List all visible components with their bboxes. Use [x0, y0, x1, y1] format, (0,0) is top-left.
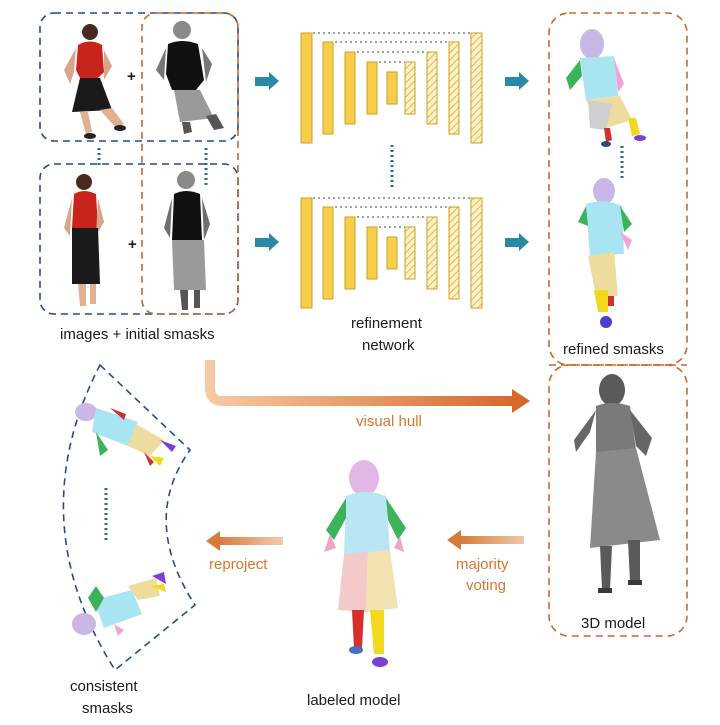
input-photo-1 [64, 24, 126, 139]
refined-box [548, 12, 688, 366]
reproject-arrow [206, 531, 283, 551]
arrow-network-to-refined-2 [505, 233, 529, 251]
decoder-layer [426, 216, 438, 290]
model-3d-box [548, 364, 688, 637]
input-smask-1 [156, 21, 224, 134]
decoder-layer [404, 61, 416, 115]
arrow-input-to-network-2 [255, 233, 279, 251]
encoder-layer [322, 41, 334, 135]
decoder-layer [404, 226, 416, 280]
encoder-layer [344, 51, 356, 125]
arrow-input-to-network-1 [255, 72, 279, 90]
visual-hull-label: visual hull [356, 413, 422, 430]
refinement-network-1 [300, 32, 483, 144]
majority-voting-arrow [447, 530, 524, 550]
refined-smask-2 [578, 178, 632, 328]
smasks-label: smasks [82, 700, 133, 717]
refinement-network-2 [300, 197, 483, 309]
consistent-smasks-box [62, 363, 197, 672]
labeled-3d-model [324, 460, 406, 667]
consistent-smask-2 [72, 572, 166, 636]
decoder-layer [448, 206, 460, 300]
plus-symbol-1: + [127, 68, 136, 85]
input-smask-2 [164, 171, 210, 310]
decoder-layer [470, 32, 483, 144]
refined-smask-1 [566, 29, 646, 147]
images-initial-label: images + initial smasks [60, 326, 215, 343]
encoder-layer [366, 226, 378, 280]
input-box-bottom [39, 163, 239, 315]
refined-smasks-label: refined smasks [563, 341, 664, 358]
majority-label: majority [456, 556, 509, 573]
voting-label: voting [466, 577, 506, 594]
labeled-model-label: labeled model [307, 692, 400, 709]
model-3d-label: 3D model [581, 615, 645, 632]
network-label: network [362, 337, 415, 354]
encoder-layer [366, 61, 378, 115]
consistent-smask-1 [75, 403, 176, 466]
decoder-layer [470, 197, 483, 309]
decoder-layer [448, 41, 460, 135]
plus-symbol-2: + [128, 236, 137, 253]
bottleneck-layer [386, 236, 398, 270]
voxel-3d-model [574, 374, 660, 593]
encoder-layer [300, 32, 313, 144]
decoder-layer [426, 51, 438, 125]
refinement-label: refinement [351, 315, 423, 332]
consistent-label: consistent [70, 678, 138, 695]
visual-hull-arrow [205, 360, 530, 413]
input-group: + + [39, 12, 239, 343]
reproject-label: reproject [209, 556, 268, 573]
bottleneck-layer [386, 71, 398, 105]
encoder-layer [300, 197, 313, 309]
encoder-layer [344, 216, 356, 290]
arrow-network-to-refined-1 [505, 72, 529, 90]
input-photo-2 [64, 174, 104, 306]
encoder-layer [322, 206, 334, 300]
input-box-top [39, 12, 239, 142]
